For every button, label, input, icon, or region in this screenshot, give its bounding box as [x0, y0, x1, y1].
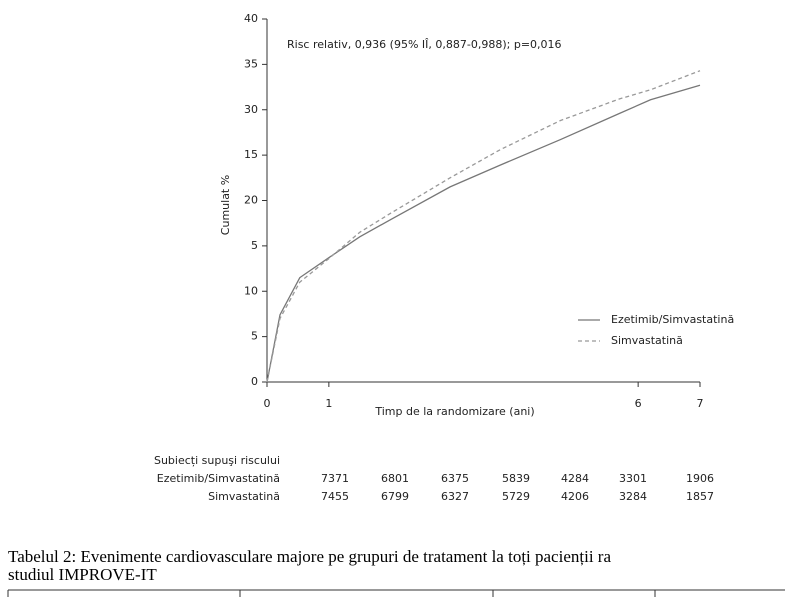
risk-cell: 6375	[441, 472, 469, 485]
risk-cell: 3301	[619, 472, 647, 485]
y-tick-label: 20	[244, 194, 258, 207]
caption-line: studiul IMPROVE-IT	[8, 565, 157, 584]
risk-cell: 6327	[441, 490, 469, 503]
risk-cell: 5839	[502, 472, 530, 485]
risk-cell: 5729	[502, 490, 530, 503]
risk-cell: 3284	[619, 490, 647, 503]
y-axis-label: Cumulat %	[219, 175, 232, 235]
risk-cell: 6801	[381, 472, 409, 485]
x-tick-label: 7	[697, 397, 704, 410]
x-tick-label: 0	[264, 397, 271, 410]
caption-line: Tabelul 2: Evenimente cardiovasculare ma…	[8, 547, 611, 566]
risk-cell: 7371	[321, 472, 349, 485]
y-tick-label: 15	[244, 148, 258, 161]
risk-cell: 1906	[686, 472, 714, 485]
y-tick-label: 5	[251, 330, 258, 343]
y-tick-label: 35	[244, 57, 258, 70]
risk-row-label: Ezetimib/Simvastatină	[157, 472, 280, 485]
table-border	[7, 589, 785, 597]
risk-cell: 7455	[321, 490, 349, 503]
risk-row-label: Simvastatină	[208, 490, 280, 503]
y-tick-label: 5	[251, 239, 258, 252]
y-tick-label: 10	[244, 284, 258, 297]
x-tick-label: 1	[325, 397, 332, 410]
risk-table-title: Subiecți supuşi riscului	[154, 454, 280, 467]
y-tick-label: 0	[251, 375, 258, 388]
x-tick-label: 6	[635, 397, 642, 410]
legend-label: Ezetimib/Simvastatină	[611, 313, 734, 326]
legend-label: Simvastatină	[611, 334, 683, 347]
risk-cell: 1857	[686, 490, 714, 503]
y-tick-label: 30	[244, 103, 258, 116]
annotation: Risc relativ, 0,936 (95% IÎ, 0,887-0,988…	[287, 38, 562, 51]
risk-cell: 4284	[561, 472, 589, 485]
y-tick-label: 40	[244, 12, 258, 25]
risk-cell: 6799	[381, 490, 409, 503]
risk-cell: 4206	[561, 490, 589, 503]
series-line	[266, 70, 701, 383]
x-axis-label: Timp de la randomizare (ani)	[374, 405, 534, 418]
series-line	[266, 84, 701, 383]
